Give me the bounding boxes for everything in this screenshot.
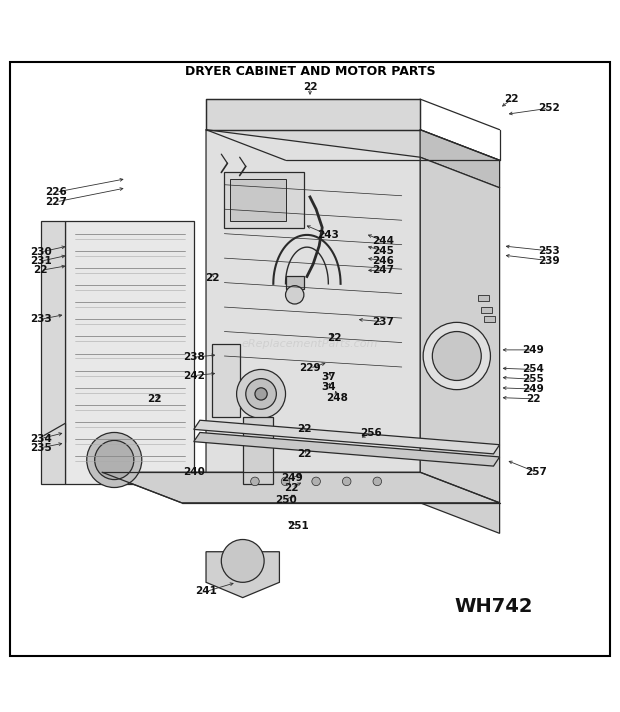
Text: 238: 238 xyxy=(183,352,205,362)
Text: WH742: WH742 xyxy=(454,597,533,617)
Text: 245: 245 xyxy=(373,246,394,256)
Circle shape xyxy=(281,477,290,486)
Circle shape xyxy=(342,477,351,486)
Circle shape xyxy=(286,286,304,304)
Text: 229: 229 xyxy=(299,363,321,373)
Polygon shape xyxy=(194,432,500,466)
Text: 248: 248 xyxy=(327,392,348,402)
Text: 241: 241 xyxy=(195,587,217,597)
Text: 22: 22 xyxy=(33,266,48,276)
Circle shape xyxy=(423,323,490,389)
Polygon shape xyxy=(44,423,65,441)
Text: 230: 230 xyxy=(30,247,51,257)
Polygon shape xyxy=(420,157,500,533)
Circle shape xyxy=(250,477,259,486)
Text: 244: 244 xyxy=(373,236,394,246)
Text: 239: 239 xyxy=(538,256,559,266)
Text: 22: 22 xyxy=(296,424,311,434)
Circle shape xyxy=(246,379,277,409)
Text: 249: 249 xyxy=(523,384,544,394)
Polygon shape xyxy=(102,472,500,503)
Text: 22: 22 xyxy=(327,333,342,342)
Text: 22: 22 xyxy=(296,449,311,459)
Circle shape xyxy=(221,540,264,582)
Text: 257: 257 xyxy=(525,467,547,477)
Circle shape xyxy=(237,370,286,419)
Polygon shape xyxy=(65,221,194,484)
Text: 34: 34 xyxy=(321,382,335,392)
Polygon shape xyxy=(420,130,500,188)
Text: 252: 252 xyxy=(538,103,559,113)
Text: eReplacementParts.com: eReplacementParts.com xyxy=(242,339,378,349)
Text: 235: 235 xyxy=(30,443,51,453)
Text: 249: 249 xyxy=(523,345,544,355)
Text: 255: 255 xyxy=(523,375,544,384)
Bar xyxy=(224,172,304,228)
Text: 250: 250 xyxy=(275,495,296,505)
Bar xyxy=(286,276,304,289)
Circle shape xyxy=(95,441,134,480)
Text: 240: 240 xyxy=(183,467,205,477)
Bar xyxy=(206,99,420,130)
Bar xyxy=(212,344,240,417)
Text: 249: 249 xyxy=(281,473,303,483)
Text: 231: 231 xyxy=(30,256,51,266)
Text: 22: 22 xyxy=(505,94,519,104)
Text: 247: 247 xyxy=(373,266,394,276)
Text: 256: 256 xyxy=(360,428,382,438)
Text: 237: 237 xyxy=(373,317,394,327)
Bar xyxy=(484,316,495,323)
Text: 22: 22 xyxy=(285,483,299,493)
Text: 22: 22 xyxy=(303,82,317,92)
Polygon shape xyxy=(194,420,500,454)
Bar xyxy=(242,417,273,484)
Bar xyxy=(231,179,286,221)
Circle shape xyxy=(373,477,381,486)
Text: 254: 254 xyxy=(522,365,544,375)
Text: 242: 242 xyxy=(183,370,205,381)
Text: 22: 22 xyxy=(147,394,161,404)
Text: 234: 234 xyxy=(30,434,52,444)
Bar xyxy=(478,295,489,301)
Circle shape xyxy=(87,432,142,488)
Text: 251: 251 xyxy=(287,521,309,531)
Polygon shape xyxy=(206,130,420,503)
Polygon shape xyxy=(41,221,65,484)
Text: 253: 253 xyxy=(538,246,559,256)
Text: 233: 233 xyxy=(30,314,51,324)
Text: 37: 37 xyxy=(321,372,335,382)
Polygon shape xyxy=(206,552,280,597)
Text: 227: 227 xyxy=(45,197,67,207)
Text: 22: 22 xyxy=(205,273,219,283)
Text: 22: 22 xyxy=(526,394,541,404)
Bar xyxy=(481,307,492,313)
Text: 246: 246 xyxy=(373,256,394,266)
Text: DRYER CABINET AND MOTOR PARTS: DRYER CABINET AND MOTOR PARTS xyxy=(185,65,435,78)
Circle shape xyxy=(432,332,481,380)
Polygon shape xyxy=(206,130,500,160)
Circle shape xyxy=(255,388,267,400)
Text: 226: 226 xyxy=(45,187,67,197)
Circle shape xyxy=(312,477,321,486)
Text: 243: 243 xyxy=(317,230,339,240)
